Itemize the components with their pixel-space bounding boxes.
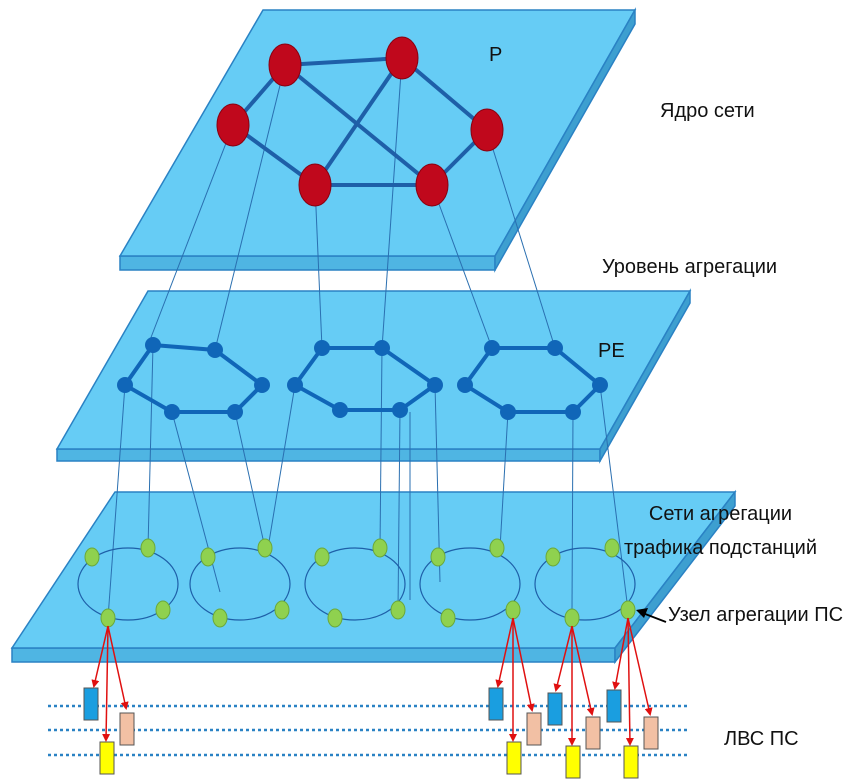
pe-node [145, 337, 161, 353]
lan-switch [606, 689, 622, 723]
lan-switch [585, 716, 601, 750]
substation-aggregation-plane [10, 489, 737, 665]
pe-node [227, 404, 243, 420]
pe-node [392, 402, 408, 418]
lan-switch [83, 687, 99, 721]
substation-node [274, 600, 290, 620]
aggregation-plane [55, 288, 692, 464]
substation-node [430, 547, 446, 567]
pe-node [500, 404, 516, 420]
pe-node [565, 404, 581, 420]
pe-node [427, 377, 443, 393]
core-node [216, 103, 250, 147]
core-node [415, 163, 449, 207]
core-node [470, 108, 504, 152]
substation-node [440, 608, 456, 628]
substation-node [620, 600, 636, 620]
core-network [216, 36, 504, 207]
pe-node [332, 402, 348, 418]
substation-node [84, 547, 100, 567]
pe-node [374, 340, 390, 356]
substation-networks-label-line1: Сети агрегации [648, 503, 793, 525]
substation-rings [77, 538, 636, 628]
pe-node [117, 377, 133, 393]
inter-layer-links [107, 57, 629, 619]
substation-node [140, 538, 156, 558]
substation-node [200, 547, 216, 567]
aggregation-layer-label: Уровень агрегации [602, 256, 778, 278]
substation-networks-label-line2: трафика подстанций [624, 537, 817, 559]
substation-node [257, 538, 273, 558]
lan-switch [526, 712, 542, 746]
lan-switch [623, 745, 639, 779]
pe-node [547, 340, 563, 356]
substation-node [489, 538, 505, 558]
node-pointer-arrow [636, 608, 667, 623]
lan-switch [565, 745, 581, 779]
pe-node [484, 340, 500, 356]
substation-node [564, 608, 580, 628]
pe-node [287, 377, 303, 393]
pe-node [207, 342, 223, 358]
lan-switch [99, 741, 115, 775]
lan-switch [547, 692, 563, 726]
lan-switch [643, 716, 659, 750]
pe-node [164, 404, 180, 420]
pe-node [457, 377, 473, 393]
substation-node [212, 608, 228, 628]
substation-node [604, 538, 620, 558]
substation-networks-label: Сети агрегации трафика подстанций [624, 497, 817, 565]
substation-node [155, 600, 171, 620]
pe-router-label: PE [598, 340, 625, 362]
substation-node [545, 547, 561, 567]
lan-switches [83, 687, 659, 779]
pe-node [314, 340, 330, 356]
lan-switch [506, 741, 522, 775]
substation-node [100, 608, 116, 628]
lan-lines [48, 704, 688, 757]
substation-node [390, 600, 406, 620]
substation-node [327, 608, 343, 628]
substation-node [505, 600, 521, 620]
core-node [298, 163, 332, 207]
core-node [268, 43, 302, 87]
lan-switch [119, 712, 135, 746]
lan-label: ЛВС ПС [724, 728, 799, 750]
pe-node [592, 377, 608, 393]
core-router-label: P [489, 44, 503, 66]
core-node [385, 36, 419, 80]
aggregation-node-label: Узел агрегации ПС [668, 604, 844, 626]
substation-node [314, 547, 330, 567]
substation-node [372, 538, 388, 558]
core-plane [118, 7, 637, 273]
lan-switch [488, 687, 504, 721]
pe-node [254, 377, 270, 393]
uplink-arrows [91, 617, 653, 746]
core-layer-label: Ядро сети [660, 100, 755, 122]
pe-networks [117, 337, 608, 420]
